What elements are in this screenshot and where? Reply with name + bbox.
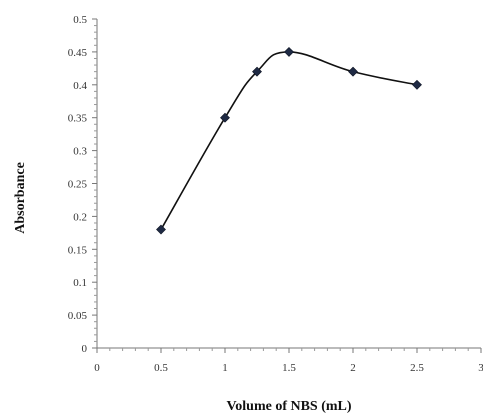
y-tick-label: 0.3 [73, 146, 87, 158]
y-tick-label: 0.05 [68, 310, 88, 322]
x-tick-label: 2 [350, 362, 356, 374]
x-tick-label: 3 [478, 362, 483, 374]
x-tick-label: 0 [94, 362, 100, 374]
y-axis-title: Absorbance [13, 162, 28, 234]
data-point-marker [284, 46, 294, 57]
x-axis-title: Volume of NBS (mL) [226, 399, 351, 414]
series-line [160, 51, 418, 230]
plot-area [156, 46, 422, 235]
data-point-marker [412, 79, 422, 90]
x-tick-label: 0.5 [154, 362, 168, 374]
data-point-marker [348, 66, 358, 77]
data-point-marker [156, 224, 166, 235]
data-point-marker [252, 66, 262, 77]
y-tick-label: 0.25 [68, 179, 88, 191]
y-tick-label: 0 [82, 343, 88, 355]
y-tick-label: 0.35 [68, 113, 88, 125]
x-tick-label: 1 [222, 362, 228, 374]
data-point-marker [220, 112, 230, 123]
y-tick-label: 0.15 [68, 244, 88, 256]
x-tick-label: 1.5 [282, 362, 296, 374]
y-tick-label: 0.2 [73, 211, 87, 223]
x-tick-label: 2.5 [410, 362, 424, 374]
axes: 0 0.05 0.1 0.15 0.2 0.25 0.3 0.35 0.4 0.45 0.5 0 0.5… [68, 14, 483, 374]
y-tick-label: 0.1 [73, 277, 87, 289]
y-tick-label: 0.4 [73, 80, 87, 92]
y-tick-label: 0.5 [73, 14, 87, 26]
y-tick-label: 0.45 [68, 47, 88, 59]
